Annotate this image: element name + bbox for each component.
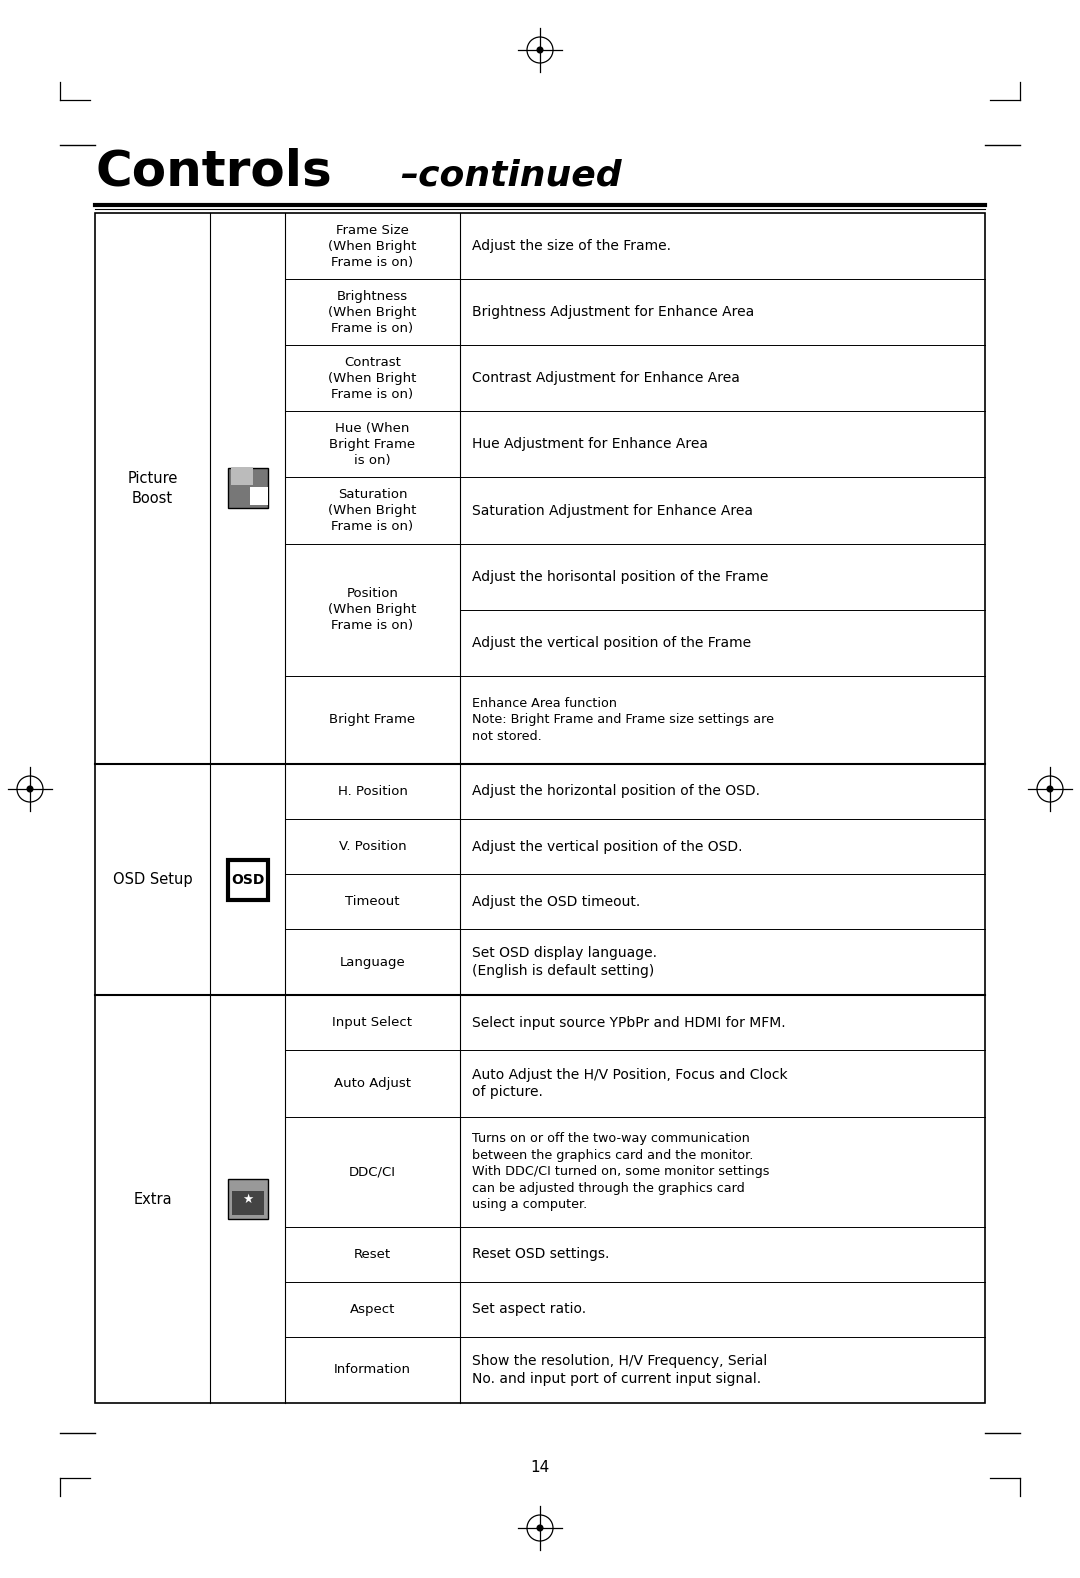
Text: Adjust the horisontal position of the Frame: Adjust the horisontal position of the Fr… [472, 570, 768, 584]
Text: ★: ★ [242, 1193, 253, 1206]
Text: Reset: Reset [354, 1248, 391, 1261]
Text: Adjust the size of the Frame.: Adjust the size of the Frame. [472, 238, 671, 252]
Text: Adjust the vertical position of the Frame: Adjust the vertical position of the Fram… [472, 636, 751, 650]
Text: Controls: Controls [95, 147, 332, 196]
Text: Adjust the OSD timeout.: Adjust the OSD timeout. [472, 895, 640, 909]
Bar [228, 1179, 268, 1220]
Circle shape [27, 786, 32, 792]
Text: Set OSD display language.
(English is default setting): Set OSD display language. (English is de… [472, 947, 657, 978]
Bar [231, 1191, 264, 1215]
Text: Set aspect ratio.: Set aspect ratio. [472, 1302, 586, 1316]
Text: H. Position: H. Position [338, 784, 407, 798]
Bar [95, 213, 985, 1403]
Circle shape [537, 47, 543, 52]
Text: Contrast Adjustment for Enhance Area: Contrast Adjustment for Enhance Area [472, 371, 740, 385]
Circle shape [537, 1526, 543, 1531]
Text: DDC/CI: DDC/CI [349, 1165, 396, 1179]
Text: Turns on or off the two-way communication
between the graphics card and the moni: Turns on or off the two-way communicatio… [472, 1131, 769, 1210]
Text: Input Select: Input Select [333, 1016, 413, 1029]
Text: Hue Adjustment for Enhance Area: Hue Adjustment for Enhance Area [472, 437, 708, 451]
Text: Adjust the vertical position of the OSD.: Adjust the vertical position of the OSD. [472, 839, 743, 854]
Bar [228, 469, 268, 508]
Text: 14: 14 [530, 1461, 550, 1475]
Text: Picture
Boost: Picture Boost [127, 472, 178, 507]
Text: Saturation Adjustment for Enhance Area: Saturation Adjustment for Enhance Area [472, 503, 753, 518]
Text: Select input source YPbPr and HDMI for MFM.: Select input source YPbPr and HDMI for M… [472, 1016, 785, 1030]
Text: Brightness Adjustment for Enhance Area: Brightness Adjustment for Enhance Area [472, 305, 754, 319]
Text: Position
(When Bright
Frame is on): Position (When Bright Frame is on) [328, 587, 417, 633]
Text: Extra: Extra [133, 1191, 172, 1207]
Text: OSD: OSD [231, 873, 265, 887]
Text: Aspect: Aspect [350, 1303, 395, 1316]
Text: Saturation
(When Bright
Frame is on): Saturation (When Bright Frame is on) [328, 488, 417, 533]
Bar [249, 486, 268, 505]
Text: Enhance Area function
Note: Bright Frame and Frame size settings are
not stored.: Enhance Area function Note: Bright Frame… [472, 697, 774, 743]
Text: Frame Size
(When Bright
Frame is on): Frame Size (When Bright Frame is on) [328, 224, 417, 268]
Text: –continued: –continued [400, 158, 622, 193]
Text: Contrast
(When Bright
Frame is on): Contrast (When Bright Frame is on) [328, 355, 417, 401]
Circle shape [1048, 786, 1053, 792]
Text: Bright Frame: Bright Frame [329, 713, 416, 726]
Text: OSD Setup: OSD Setup [112, 873, 192, 887]
Text: Adjust the horizontal position of the OSD.: Adjust the horizontal position of the OS… [472, 784, 760, 798]
Bar [228, 860, 268, 899]
Text: Timeout: Timeout [346, 895, 400, 909]
Text: Show the resolution, H/V Frequency, Serial
No. and input port of current input s: Show the resolution, H/V Frequency, Seri… [472, 1354, 767, 1385]
Text: Language: Language [339, 956, 405, 969]
Text: Reset OSD settings.: Reset OSD settings. [472, 1247, 609, 1261]
Text: Auto Adjust: Auto Adjust [334, 1076, 411, 1090]
Text: Information: Information [334, 1363, 411, 1376]
Bar [230, 467, 253, 486]
Text: Hue (When
Bright Frame
is on): Hue (When Bright Frame is on) [329, 421, 416, 467]
Text: V. Position: V. Position [339, 839, 406, 854]
Text: Brightness
(When Bright
Frame is on): Brightness (When Bright Frame is on) [328, 290, 417, 335]
Text: Auto Adjust the H/V Position, Focus and Clock
of picture.: Auto Adjust the H/V Position, Focus and … [472, 1068, 787, 1100]
